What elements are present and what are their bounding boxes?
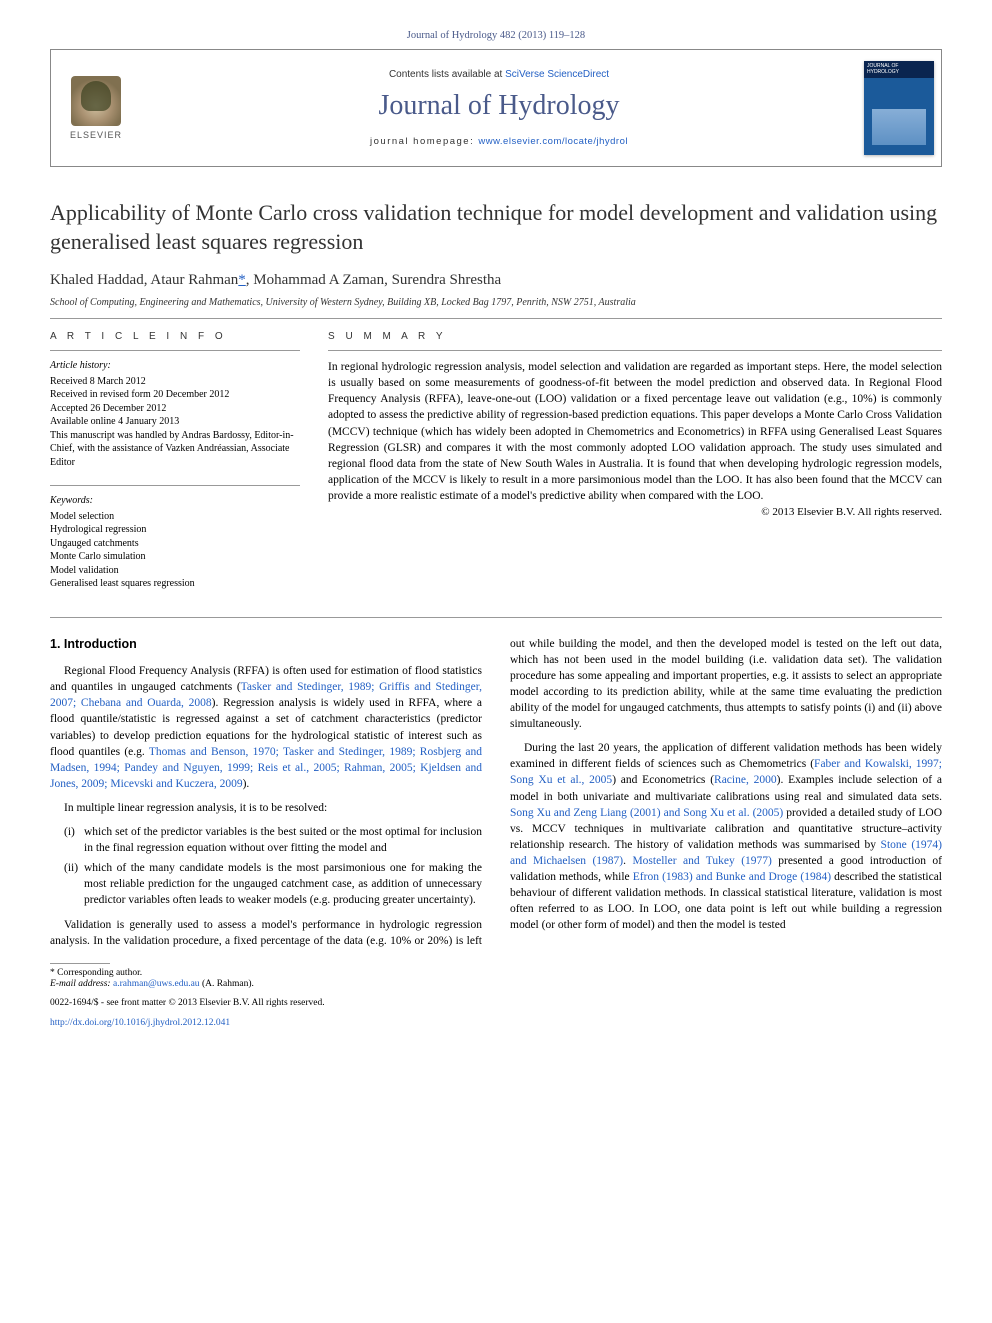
homepage-prefix: journal homepage: (370, 136, 478, 147)
keyword-item: Ungauged catchments (50, 537, 300, 551)
email-note: E-mail address: a.rahman@uws.edu.au (A. … (50, 979, 942, 989)
footnote-divider (50, 963, 110, 964)
article-info-column: A R T I C L E I N F O Article history: R… (50, 331, 300, 607)
citation-link[interactable]: Racine, 2000 (714, 774, 777, 786)
keywords-heading: Keywords: (50, 494, 300, 508)
list-marker: (i) (64, 824, 75, 840)
article-title: Applicability of Monte Carlo cross valid… (50, 199, 942, 256)
divider (50, 318, 942, 319)
list-text: which of the many candidate models is th… (84, 862, 482, 906)
header-center: Contents lists available at SciVerse Sci… (141, 50, 857, 166)
body-paragraph: Regional Flood Frequency Analysis (RFFA)… (50, 663, 482, 792)
keyword-item: Generalised least squares regression (50, 577, 300, 591)
citation-link[interactable]: Efron (1983) and Bunke and Droge (1984) (633, 871, 831, 883)
history-line: Accepted 26 December 2012 (50, 402, 300, 416)
contents-line: Contents lists available at SciVerse Sci… (389, 69, 609, 80)
keyword-item: Hydrological regression (50, 523, 300, 537)
citation-link[interactable]: Mosteller and Tukey (1977) (632, 855, 771, 867)
publisher-logo-area: ELSEVIER (51, 50, 141, 166)
keyword-item: Monte Carlo simulation (50, 550, 300, 564)
body-paragraph: During the last 20 years, the applicatio… (510, 740, 942, 933)
doi-line: http://dx.doi.org/10.1016/j.jhydrol.2012… (50, 1017, 942, 1029)
roman-list: (i) which set of the predictor variables … (64, 824, 482, 908)
text-run: ). (243, 778, 250, 790)
journal-brand-title: Journal of Hydrology (378, 90, 619, 122)
summary-column: S U M M A R Y In regional hydrologic reg… (328, 331, 942, 607)
history-line: Received 8 March 2012 (50, 375, 300, 389)
sciencedirect-link[interactable]: SciVerse ScienceDirect (505, 69, 609, 80)
contents-prefix: Contents lists available at (389, 69, 505, 80)
issn-line: 0022-1694/$ - see front matter © 2013 El… (50, 997, 942, 1009)
elsevier-tree-icon (71, 76, 121, 126)
doi-link[interactable]: http://dx.doi.org/10.1016/j.jhydrol.2012… (50, 1018, 230, 1028)
authors-part1: Khaled Haddad, Ataur Rahman (50, 272, 238, 288)
history-line: Available online 4 January 2013 (50, 415, 300, 429)
summary-label: S U M M A R Y (328, 331, 942, 342)
keyword-item: Model validation (50, 564, 300, 578)
homepage-line: journal homepage: www.elsevier.com/locat… (370, 136, 628, 147)
email-link[interactable]: a.rahman@uws.edu.au (113, 979, 200, 989)
journal-reference: Journal of Hydrology 482 (2013) 119–128 (50, 30, 942, 41)
cover-thumb-area (857, 50, 941, 166)
journal-cover-thumbnail (864, 61, 934, 155)
elsevier-logo: ELSEVIER (70, 76, 122, 140)
body-paragraph: In multiple linear regression analysis, … (50, 800, 482, 816)
authors-part2: , Mohammad A Zaman, Surendra Shrestha (246, 272, 501, 288)
divider (328, 350, 942, 351)
list-item: (ii) which of the many candidate models i… (64, 860, 482, 908)
history-heading: Article history: (50, 359, 300, 373)
email-person: (A. Rahman). (202, 979, 254, 989)
email-label: E-mail address: (50, 979, 111, 989)
journal-header-box: ELSEVIER Contents lists available at Sci… (50, 49, 942, 167)
divider (50, 350, 300, 351)
keyword-item: Model selection (50, 510, 300, 524)
corresponding-author-note: * Corresponding author. (50, 968, 942, 978)
affiliation: School of Computing, Engineering and Mat… (50, 297, 942, 308)
list-marker: (ii) (64, 860, 78, 876)
citation-link[interactable]: Song Xu and Zeng Liang (2001) and Song X… (510, 807, 783, 819)
copyright-line: © 2013 Elsevier B.V. All rights reserved… (328, 506, 942, 518)
list-text: which set of the predictor variables is … (84, 826, 482, 854)
history-line: Received in revised form 20 December 201… (50, 388, 300, 402)
divider (50, 485, 300, 486)
corresponding-marker-link[interactable]: * (238, 272, 246, 288)
divider (50, 617, 942, 618)
abstract-text: In regional hydrologic regression analys… (328, 359, 942, 504)
article-info-label: A R T I C L E I N F O (50, 331, 300, 342)
elsevier-text: ELSEVIER (70, 130, 122, 140)
list-item: (i) which set of the predictor variables … (64, 824, 482, 856)
section-heading-introduction: 1. Introduction (50, 636, 482, 654)
history-line: This manuscript was handled by Andras Ba… (50, 429, 300, 470)
homepage-link[interactable]: www.elsevier.com/locate/jhydrol (478, 136, 628, 147)
body-two-columns: 1. Introduction Regional Flood Frequency… (50, 636, 942, 949)
text-run: ) and Econometrics ( (612, 774, 714, 786)
author-list: Khaled Haddad, Ataur Rahman*, Mohammad A… (50, 272, 942, 289)
article-history-block: Article history: Received 8 March 2012 R… (50, 359, 300, 469)
keywords-block: Keywords: Model selection Hydrological r… (50, 494, 300, 591)
